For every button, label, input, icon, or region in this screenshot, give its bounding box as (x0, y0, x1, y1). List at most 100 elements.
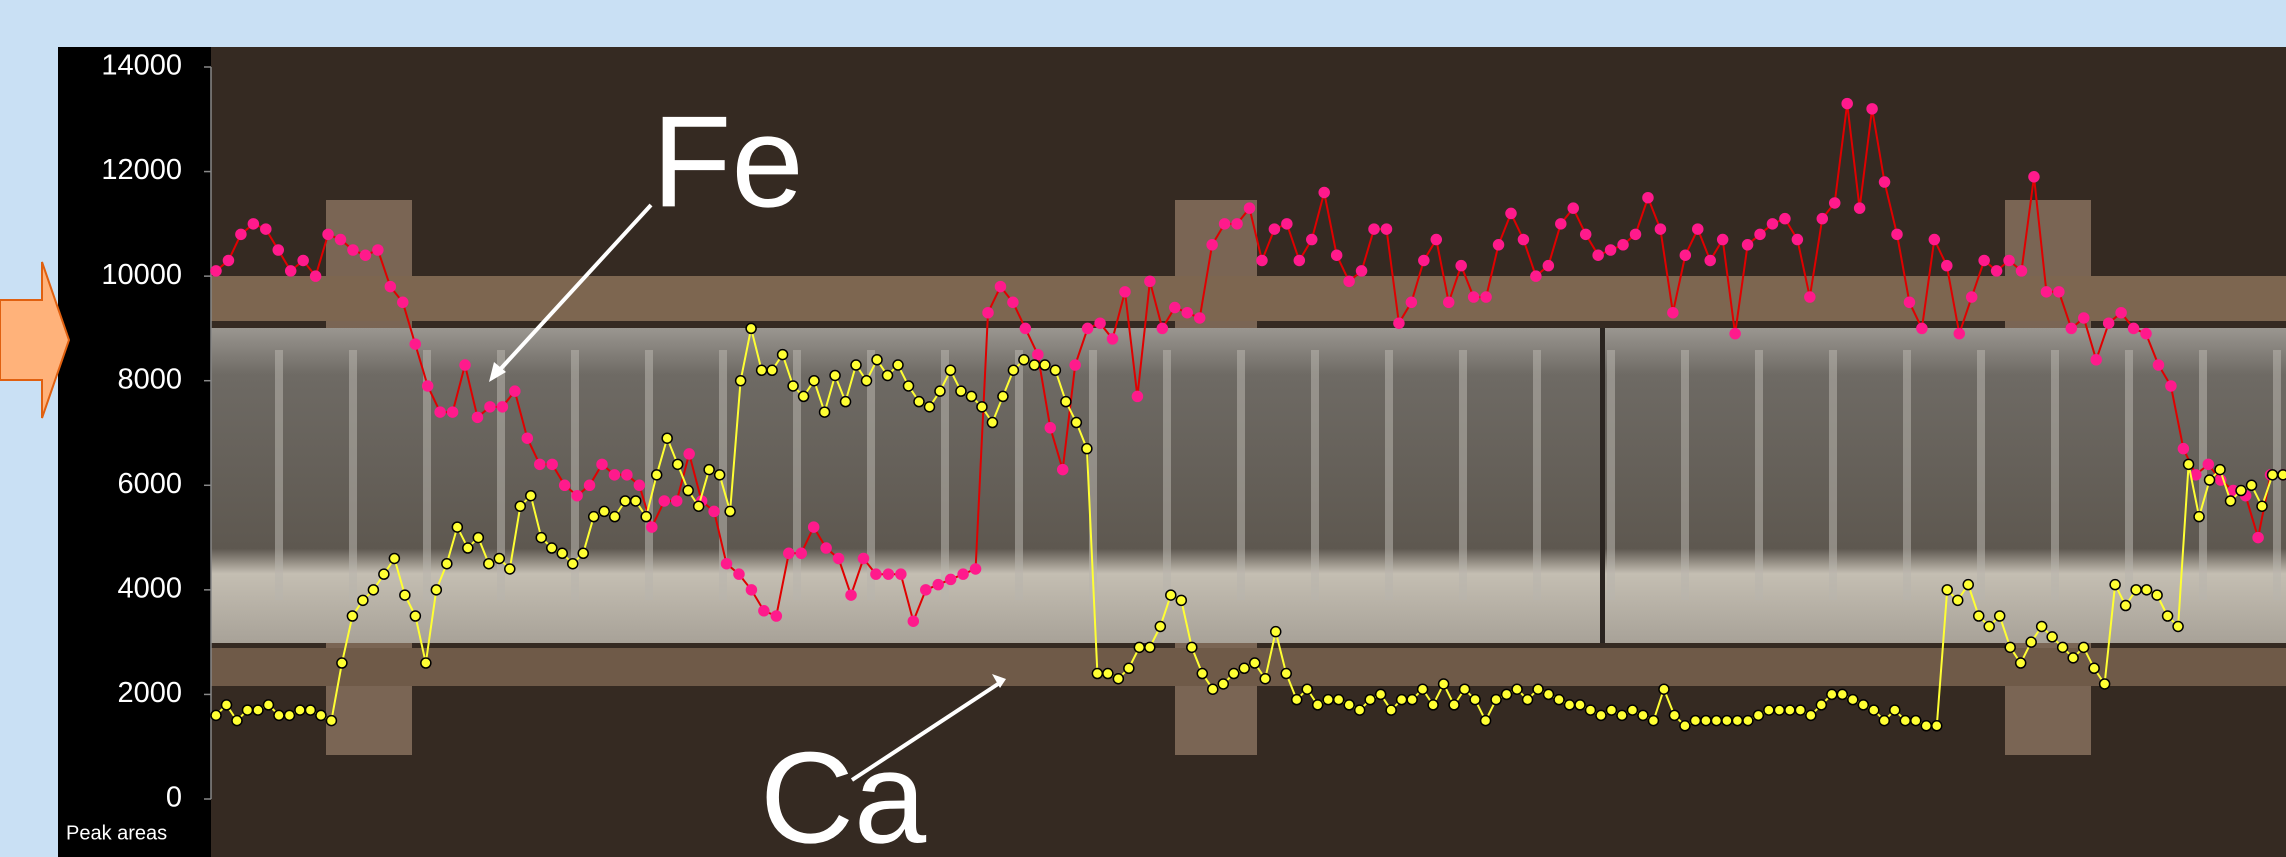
data-point (2047, 632, 2057, 642)
data-point (1369, 224, 1379, 234)
data-point (1187, 642, 1197, 652)
data-point (2194, 512, 2204, 522)
data-point (2178, 444, 2188, 454)
data-point (841, 397, 851, 407)
data-point (736, 376, 746, 386)
data-point (767, 365, 777, 375)
data-point (1565, 700, 1575, 710)
data-point (784, 548, 794, 558)
data-point (788, 381, 798, 391)
data-point (799, 391, 809, 401)
data-point (253, 705, 263, 715)
data-point (1071, 418, 1081, 428)
data-point (1207, 240, 1217, 250)
data-point (221, 700, 231, 710)
data-point (1575, 700, 1585, 710)
data-point (2226, 496, 2236, 506)
data-point (683, 486, 693, 496)
data-point (631, 496, 641, 506)
data-point (1904, 297, 1914, 307)
data-point (1365, 695, 1375, 705)
data-point (2091, 355, 2101, 365)
data-point (473, 533, 483, 543)
data-point (924, 402, 934, 412)
data-point (1229, 669, 1239, 679)
data-point (987, 418, 997, 428)
data-point (1470, 695, 1480, 705)
data-point (759, 606, 769, 616)
data-point (1166, 590, 1176, 600)
data-point (694, 501, 704, 511)
data-point (1942, 261, 1952, 271)
data-point (1040, 360, 1050, 370)
data-point (1406, 297, 1416, 307)
data-point (1282, 219, 1292, 229)
data-point (1817, 214, 1827, 224)
data-point (1523, 695, 1533, 705)
data-point (1407, 695, 1417, 705)
data-point (1269, 224, 1279, 234)
data-point (1753, 710, 1763, 720)
data-point (2100, 679, 2110, 689)
data-point (871, 569, 881, 579)
data-point (1858, 700, 1868, 710)
data-point (1494, 240, 1504, 250)
data-point (1083, 323, 1093, 333)
data-point (1568, 203, 1578, 213)
data-point (423, 381, 433, 391)
data-point (311, 271, 321, 281)
data-point (2016, 658, 2026, 668)
data-point (1732, 716, 1742, 726)
data-point (400, 590, 410, 600)
data-point (704, 465, 714, 475)
data-point (1319, 187, 1329, 197)
data-point (2141, 329, 2151, 339)
data-point (609, 470, 619, 480)
data-point (883, 569, 893, 579)
data-point (1491, 695, 1501, 705)
data-point (958, 569, 968, 579)
data-point (1954, 329, 1964, 339)
chart: Peak areas 02000400060008000100001200014… (0, 0, 2286, 857)
data-point (1627, 705, 1637, 715)
data-point (494, 553, 504, 563)
data-point (641, 512, 651, 522)
data-point (1019, 355, 1029, 365)
data-point (1638, 710, 1648, 720)
data-point (1323, 695, 1333, 705)
data-point (2253, 533, 2263, 543)
data-point (1394, 318, 1404, 328)
data-point (1764, 705, 1774, 715)
data-point (497, 402, 507, 412)
data-point (935, 386, 945, 396)
data-point (242, 705, 252, 715)
data-point (1963, 580, 1973, 590)
data-point (1730, 329, 1740, 339)
data-point (323, 229, 333, 239)
data-point (1307, 235, 1317, 245)
data-point (568, 559, 578, 569)
data-point (1197, 669, 1207, 679)
data-point (398, 297, 408, 307)
y-tick-label: 14000 (101, 50, 182, 82)
data-point (1606, 705, 1616, 715)
data-point (1281, 669, 1291, 679)
data-point (672, 496, 682, 506)
data-point (560, 480, 570, 490)
data-point (1648, 716, 1658, 726)
data-point (1892, 229, 1902, 239)
data-point (347, 611, 357, 621)
data-point (1917, 323, 1927, 333)
data-point (2037, 621, 2047, 631)
data-point (1045, 423, 1055, 433)
data-point (510, 386, 520, 396)
data-point (1218, 679, 1228, 689)
data-point (2184, 459, 2194, 469)
y-axis-label: Peak areas (66, 822, 167, 844)
data-point (1449, 700, 1459, 710)
data-point (385, 282, 395, 292)
y-tick-label: 4000 (117, 573, 182, 605)
data-point (893, 360, 903, 370)
data-point (1805, 292, 1815, 302)
data-point (1586, 705, 1596, 715)
